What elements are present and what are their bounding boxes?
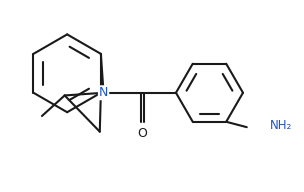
Text: O: O — [137, 127, 147, 140]
Text: N: N — [99, 86, 108, 99]
Text: NH₂: NH₂ — [269, 118, 292, 132]
